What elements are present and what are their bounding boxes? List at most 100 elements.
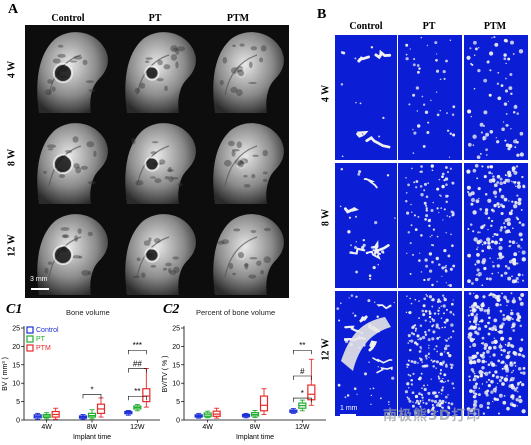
xray-image-pt-4w — [113, 25, 201, 116]
panel-b-label: B — [317, 7, 327, 22]
panel-a-label: A — [8, 2, 19, 17]
box-ptm-12w — [142, 368, 151, 408]
microct-image-control-4w — [335, 35, 397, 160]
significance-marker: # — [300, 367, 305, 376]
x-tick-label: 12W — [130, 424, 145, 431]
microct-image-grid — [335, 35, 528, 445]
legend-swatch — [26, 326, 34, 334]
watermark-text: 南极熊3D打印 — [383, 408, 482, 424]
y-tick-label: 10 — [172, 381, 180, 388]
y-tick-label: 15 — [172, 362, 180, 369]
microct-col-header-control: Control — [349, 21, 383, 32]
xray-image-ptm-12w — [201, 207, 289, 298]
xray-col-header-control: Control — [51, 13, 85, 24]
xray-col-header-ptm: PTM — [226, 13, 250, 24]
microct-image-ptm-12w — [464, 291, 528, 416]
x-tick-label: 8W — [250, 424, 261, 431]
y-tick-label: 5 — [16, 399, 20, 406]
chart-c2-title: Percent of bone volume — [196, 308, 276, 317]
box-control-12w — [289, 408, 298, 414]
y-tick-label: 25 — [172, 326, 180, 333]
y-axis-label: BV ( mm³ ) — [2, 357, 9, 391]
xray-image-pt-8w — [113, 116, 201, 207]
microct-image-ptm-4w — [464, 35, 528, 160]
microct-image-pt-12w — [398, 291, 462, 416]
box-control-8w — [78, 414, 88, 420]
x-tick-label: 12W — [295, 424, 310, 431]
chart-legend: Control PT PTM — [26, 326, 59, 352]
xray-image-control-4w — [25, 25, 113, 116]
y-axis-label: BV/TV ( % ) — [162, 356, 169, 393]
microct-row-header-8w: 8 W — [320, 208, 332, 227]
box-control-4w — [194, 412, 203, 419]
legend-entry: Control — [36, 327, 59, 334]
box-ptm-4w — [51, 407, 60, 420]
box-pt-12w — [133, 404, 142, 412]
microct-col-header-ptm: PTM — [483, 21, 507, 32]
microct-col-header-pt: PT — [422, 21, 436, 32]
panel-c2-label: C2 — [163, 302, 180, 317]
significance-marker: * — [301, 389, 304, 398]
chart-c2-percent-bone-volume: 0 5 10 15 20 25 BV/TV ( % ) 4W 8W 12W Implant time… — [162, 326, 326, 441]
significance-marker: ## — [133, 360, 142, 369]
bone-silhouette — [213, 32, 284, 113]
bone-defect-hole — [55, 156, 71, 172]
xray-image-grid — [25, 25, 289, 298]
legend-swatch — [26, 335, 34, 343]
box-pt-12w — [298, 399, 307, 412]
y-tick-label: 15 — [12, 362, 20, 369]
y-tick-label: 0 — [176, 418, 180, 425]
bone-silhouette — [213, 123, 284, 204]
bone-defect-hole — [55, 65, 71, 81]
box-pt-4w — [42, 412, 51, 420]
legend-entry: PTM — [36, 345, 51, 352]
y-tick-label: 20 — [172, 344, 180, 351]
box-ptm-4w — [212, 407, 221, 419]
microct-image-pt-4w — [398, 35, 462, 160]
significance-bracket — [293, 349, 312, 355]
legend-swatch — [26, 344, 34, 352]
microct-image-control-12w — [335, 291, 397, 416]
box-ptm-8w — [96, 397, 106, 418]
box-pt-8w — [87, 409, 97, 420]
significance-bracket — [82, 394, 102, 399]
panel-c1-label: C1 — [6, 302, 23, 317]
xray-image-control-12w — [25, 207, 113, 298]
significance-marker: ** — [299, 341, 305, 350]
significance-bracket — [128, 349, 147, 355]
xray-image-ptm-8w — [201, 116, 289, 207]
y-tick-label: 20 — [12, 344, 20, 351]
y-tick-label: 5 — [176, 399, 180, 406]
chart-c1-bone-volume: 0 5 10 15 20 25 BV ( mm³ ) 4W 8W 12W Implant time *… — [2, 326, 160, 441]
y-tick-label: 0 — [16, 418, 20, 425]
bone-silhouette — [125, 123, 196, 204]
chart-c1-title: Bone volume — [66, 308, 110, 317]
y-tick-label: 25 — [12, 326, 20, 333]
x-tick-label: 4W — [202, 424, 213, 431]
bone-silhouette — [125, 32, 196, 113]
bone-defect-hole — [146, 249, 158, 261]
bone-defect-hole — [238, 252, 244, 258]
x-tick-label: 8W — [87, 424, 98, 431]
box-pt-8w — [250, 409, 260, 418]
significance-marker: *** — [133, 341, 142, 350]
microct-image-pt-8w — [398, 163, 462, 288]
x-axis-label: Implant time — [73, 434, 111, 441]
y-tick-label: 10 — [12, 381, 20, 388]
legend-entry: PT — [36, 336, 46, 343]
significance-bracket — [128, 368, 147, 373]
bone-defect-hole — [146, 67, 158, 79]
xray-image-pt-12w — [113, 207, 201, 298]
bone-defect-hole — [238, 70, 244, 76]
microct-scale-bar-label: 1 mm — [340, 405, 358, 412]
xray-row-header-12w: 12 W — [6, 234, 18, 257]
bone-silhouette — [125, 214, 196, 295]
xray-row-header-4w: 4 W — [6, 60, 18, 79]
bone-silhouette — [213, 214, 284, 295]
microct-image-ptm-8w — [464, 163, 528, 288]
microct-image-control-8w — [335, 163, 397, 288]
x-tick-label: 4W — [41, 424, 52, 431]
bone-defect-hole — [238, 161, 244, 167]
microct-row-header-4w: 4 W — [320, 84, 332, 103]
x-axis-label: Implant time — [236, 434, 274, 441]
